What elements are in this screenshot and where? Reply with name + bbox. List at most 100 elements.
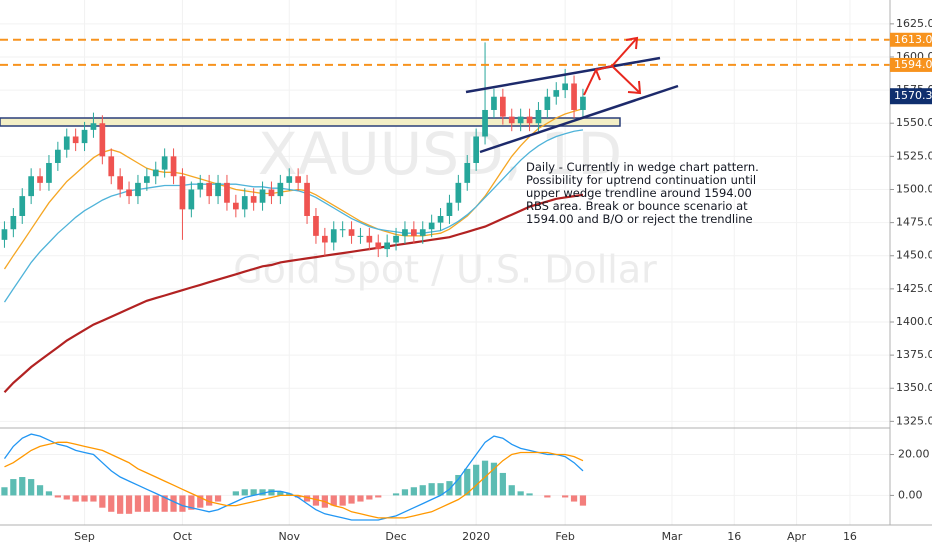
plot xyxy=(0,38,890,521)
candle-body xyxy=(393,235,399,243)
histogram-bar xyxy=(72,495,79,502)
histogram-bar xyxy=(473,464,480,496)
candle-body xyxy=(419,229,426,236)
histogram-bar xyxy=(437,483,444,496)
histogram-bar xyxy=(63,495,70,500)
y-tick-label: 20.00 xyxy=(898,448,930,461)
histogram-bar xyxy=(54,495,61,498)
candle-body xyxy=(428,222,435,230)
indicator-line xyxy=(3,129,584,303)
candle-body xyxy=(19,196,26,216)
candle-body xyxy=(544,96,551,110)
histogram-bar xyxy=(428,483,435,496)
candle-body xyxy=(322,235,328,243)
arrow xyxy=(611,37,638,67)
annotation-line: Possibility for uptrend continuation unt… xyxy=(526,173,756,187)
x-tick-label: Nov xyxy=(279,530,301,543)
histogram-bar xyxy=(464,468,471,496)
candle-body xyxy=(37,176,43,183)
y-tick-label: 1325.00 xyxy=(896,414,932,427)
candle-body xyxy=(117,176,123,190)
histogram-bar xyxy=(206,495,213,506)
arrow-head xyxy=(625,36,639,50)
candle-body xyxy=(241,196,248,210)
histogram-bar xyxy=(419,485,426,496)
histogram-bar xyxy=(303,495,311,502)
candle-body xyxy=(562,83,568,91)
histogram-bar xyxy=(197,495,204,508)
histogram-bar xyxy=(45,491,53,496)
level-tag xyxy=(890,57,932,72)
histogram-bar xyxy=(125,495,133,514)
histogram-bar xyxy=(517,491,524,496)
y-tick-label: 1525.00 xyxy=(896,149,932,162)
histogram-bar xyxy=(10,479,17,496)
candle-body xyxy=(215,182,221,197)
scenario-arrows xyxy=(583,36,642,96)
histogram-bar xyxy=(152,495,159,512)
candle-body xyxy=(108,156,115,177)
histogram-bar xyxy=(28,479,35,496)
x-tick-label: Feb xyxy=(555,530,574,543)
y-tick-label: 1450.00 xyxy=(896,249,932,262)
arrow xyxy=(595,65,613,71)
candle-body xyxy=(580,96,586,110)
candle-body xyxy=(313,215,319,236)
candle-body xyxy=(28,176,34,197)
annotation-line: 1594.00 and B/O or reject the trendline xyxy=(526,212,753,226)
wedge-lower xyxy=(479,84,679,154)
histogram-bar xyxy=(188,495,195,510)
histogram-bar xyxy=(401,489,409,496)
candle-body xyxy=(304,182,310,216)
indicator-line xyxy=(3,193,584,393)
histogram-bar xyxy=(508,485,515,496)
candle-body xyxy=(224,182,230,203)
y-tick-label: 1350.00 xyxy=(896,381,932,394)
candle-body xyxy=(126,189,132,197)
last-price-label: 1570.39 xyxy=(894,89,932,102)
y-tick-label: 1475.00 xyxy=(896,216,932,229)
candle-body xyxy=(295,176,301,183)
histogram-bar xyxy=(330,495,337,506)
histogram-bar xyxy=(117,495,124,514)
candle-body xyxy=(55,149,61,163)
candle-body xyxy=(357,235,364,237)
x-tick-label: 2020 xyxy=(462,530,490,543)
histogram-bar xyxy=(526,493,533,496)
candle-body xyxy=(197,182,204,190)
candle-body xyxy=(135,182,141,197)
x-tick-label: Dec xyxy=(385,530,406,543)
histogram-bar xyxy=(579,495,587,506)
candle-body xyxy=(1,229,8,240)
level-tag xyxy=(890,32,932,47)
candle-body xyxy=(152,169,159,177)
candle-body xyxy=(482,109,488,137)
candle-body xyxy=(366,235,373,243)
histogram-bar xyxy=(499,472,506,496)
histogram-bar xyxy=(250,489,257,496)
histogram-bar xyxy=(99,495,106,508)
histogram-bar xyxy=(259,489,266,496)
level-tag-label: 1613.00 xyxy=(894,33,932,46)
histogram-bar xyxy=(312,495,320,506)
histogram-bar xyxy=(562,495,569,498)
grid xyxy=(0,0,890,525)
annotation-line: RBS area. Break or bounce scenario at xyxy=(526,199,748,213)
histogram-bar xyxy=(268,489,275,496)
y-tick-label: 1375.00 xyxy=(896,348,932,361)
histogram-bar xyxy=(161,495,168,512)
candle-body xyxy=(46,162,52,183)
histogram-bar xyxy=(277,491,284,496)
histogram-bar xyxy=(90,495,97,502)
candle-body xyxy=(90,123,97,130)
candle-body xyxy=(491,96,497,110)
candle-body xyxy=(402,229,408,236)
y-tick-label: 1500.00 xyxy=(896,182,932,195)
wedge-upper xyxy=(465,56,661,94)
candle-body xyxy=(526,116,533,124)
candle-body xyxy=(411,229,417,236)
watermark-description: Gold Spot / U.S. Dollar xyxy=(233,248,657,292)
histogram-bar xyxy=(375,495,382,498)
candle-body xyxy=(517,116,524,124)
